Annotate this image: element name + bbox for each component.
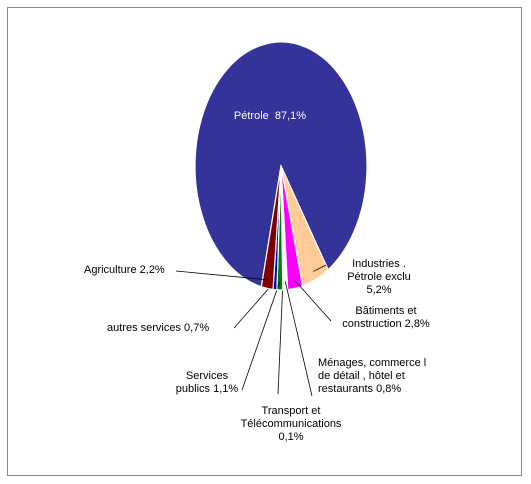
slice-name: autres services [107,322,181,334]
slice-label: autres services 0,7% [107,322,257,335]
pie-slice [260,165,282,291]
leader-line [175,270,269,281]
slice-name: Industries . Pétrole exclu [347,258,411,283]
slice-value: 2,2% [139,264,165,276]
slice-value: 0,8% [376,383,402,395]
slice-label: Ménages, commerce l de détail , hôtel et… [318,357,436,396]
slice-value: 0,7% [184,322,210,334]
slice-label: Industries . Pétrole exclu 5,2% [338,258,420,297]
leader-line [277,281,284,395]
slice-name: Agriculture [84,264,137,276]
slice-name: Services publics [175,370,229,395]
slice-name: Ménages, commerce l de détail , hôtel et… [318,357,427,395]
slice-value: 0,1% [278,431,304,443]
slice-label: Agriculture 2,2% [84,264,184,277]
slice-value: 1,1% [213,383,239,395]
slice-name: Bâtiments et construction [342,305,417,330]
slice-value: 2,8% [404,318,430,330]
leader-line [313,264,327,272]
slice-name: Pétrole [233,110,269,122]
slice-label: Transport et Télécommunications 0,1% [231,405,351,444]
slice-label: Bâtiments et construction 2,8% [327,305,445,331]
leader-line [241,281,281,391]
slice-label: Services publics 1,1% [168,370,246,396]
slice-name: Transport et Télécommunications [240,405,342,430]
leader-line [284,281,313,397]
pie-slice [194,41,368,288]
leader-line [293,279,332,322]
slice-value: 5,2% [366,284,392,296]
slice-value: 87,1% [274,110,307,122]
chart-frame [7,7,522,476]
slice-label: Pétrole 87,1% [215,110,325,123]
